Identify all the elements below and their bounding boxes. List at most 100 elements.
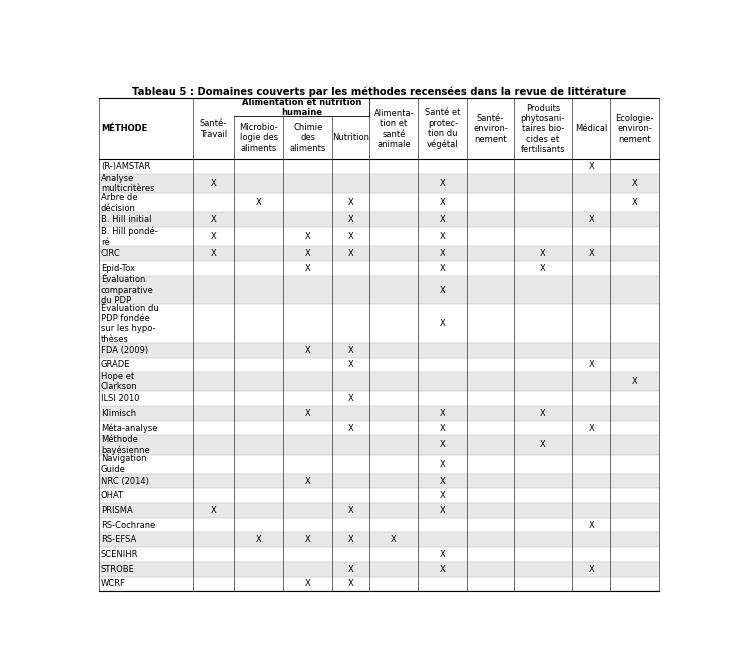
- Bar: [99, 562, 659, 577]
- Text: X: X: [540, 440, 546, 450]
- Bar: [99, 159, 659, 174]
- Bar: [99, 455, 659, 474]
- Text: X: X: [588, 360, 594, 370]
- Text: Médical: Médical: [575, 125, 608, 133]
- Text: X: X: [305, 579, 311, 588]
- Text: Navigation
Guide: Navigation Guide: [101, 454, 147, 474]
- Bar: [99, 212, 659, 227]
- Text: X: X: [305, 232, 311, 241]
- Text: Évaluation du
PDP fondée
sur les hypo-
thèses: Évaluation du PDP fondée sur les hypo- t…: [101, 304, 158, 344]
- Text: X: X: [440, 477, 445, 486]
- Text: X: X: [588, 215, 594, 224]
- Text: X: X: [348, 360, 354, 370]
- Text: X: X: [588, 249, 594, 258]
- Text: X: X: [348, 579, 354, 588]
- Text: Nutrition: Nutrition: [332, 133, 369, 143]
- Text: MÉTHODE: MÉTHODE: [101, 125, 147, 133]
- Text: X: X: [348, 249, 354, 258]
- Text: X: X: [305, 409, 311, 418]
- Bar: [99, 547, 659, 562]
- Text: B. Hill initial: B. Hill initial: [101, 215, 152, 224]
- Text: Santé-
environ-
nement: Santé- environ- nement: [473, 114, 508, 144]
- Text: X: X: [540, 264, 546, 273]
- Text: X: X: [632, 179, 638, 188]
- Text: X: X: [440, 319, 445, 328]
- Text: X: X: [211, 179, 216, 188]
- Text: X: X: [305, 346, 311, 355]
- Text: PRISMA: PRISMA: [101, 506, 132, 515]
- Text: Microbio-
logie des
aliments: Microbio- logie des aliments: [240, 123, 278, 153]
- Bar: [99, 174, 659, 193]
- Text: Produits
phytosani-
taires bio-
cides et
fertilisants: Produits phytosani- taires bio- cides et…: [521, 104, 565, 155]
- Text: X: X: [440, 460, 445, 469]
- Text: X: X: [540, 249, 546, 258]
- Text: X: X: [588, 565, 594, 573]
- Text: Alimentation et nutrition
humaine: Alimentation et nutrition humaine: [242, 98, 362, 117]
- Text: X: X: [305, 477, 311, 486]
- Text: Méthode
bayésienne: Méthode bayésienne: [101, 435, 149, 455]
- Text: X: X: [440, 409, 445, 418]
- Text: X: X: [348, 565, 354, 573]
- Text: X: X: [348, 198, 354, 207]
- Bar: [99, 358, 659, 372]
- Bar: [99, 392, 659, 406]
- Bar: [99, 406, 659, 421]
- Text: Alimenta-
tion et
santé
animale: Alimenta- tion et santé animale: [374, 109, 414, 149]
- Text: CIRC: CIRC: [101, 249, 121, 258]
- Text: X: X: [440, 215, 445, 224]
- Text: X: X: [348, 394, 354, 403]
- Text: Klimisch: Klimisch: [101, 409, 136, 418]
- Text: X: X: [588, 163, 594, 171]
- Text: B. Hill pondé-
ré: B. Hill pondé- ré: [101, 226, 158, 246]
- Bar: [99, 227, 659, 246]
- Text: X: X: [440, 249, 445, 258]
- Text: FDA (2009): FDA (2009): [101, 346, 148, 355]
- Text: (R-)AMSTAR: (R-)AMSTAR: [101, 163, 150, 171]
- Text: X: X: [440, 506, 445, 515]
- Text: Santé-
Travail: Santé- Travail: [200, 119, 227, 139]
- Text: X: X: [540, 409, 546, 418]
- Bar: [99, 518, 659, 533]
- Text: X: X: [440, 264, 445, 273]
- Bar: [99, 261, 659, 276]
- Bar: [99, 343, 659, 358]
- Text: X: X: [440, 565, 445, 573]
- Text: X: X: [440, 179, 445, 188]
- Text: STROBE: STROBE: [101, 565, 135, 573]
- Text: Hope et
Clarkson: Hope et Clarkson: [101, 372, 138, 392]
- Text: Chimie
des
aliments: Chimie des aliments: [289, 123, 326, 153]
- Bar: [99, 436, 659, 455]
- Text: X: X: [348, 346, 354, 355]
- Text: X: X: [348, 215, 354, 224]
- Bar: [99, 372, 659, 392]
- Text: X: X: [588, 521, 594, 529]
- Text: X: X: [440, 232, 445, 241]
- Text: X: X: [211, 249, 216, 258]
- Text: X: X: [256, 535, 262, 544]
- Text: X: X: [211, 506, 216, 515]
- Text: OHAT: OHAT: [101, 492, 124, 500]
- Text: Tableau 5 : Domaines couverts par les méthodes recensées dans la revue de littér: Tableau 5 : Domaines couverts par les mé…: [132, 86, 626, 97]
- Text: X: X: [632, 198, 638, 207]
- Text: SCENIHR: SCENIHR: [101, 550, 138, 559]
- Text: Santé et
protec-
tion du
végétal: Santé et protec- tion du végétal: [425, 109, 460, 149]
- Text: RS-Cochrane: RS-Cochrane: [101, 521, 155, 529]
- Text: Arbre de
décision: Arbre de décision: [101, 193, 138, 212]
- Text: X: X: [305, 264, 311, 273]
- Text: X: X: [440, 424, 445, 432]
- Bar: [99, 193, 659, 212]
- Bar: [99, 533, 659, 547]
- Text: X: X: [348, 506, 354, 515]
- Text: X: X: [305, 535, 311, 544]
- Text: X: X: [348, 535, 354, 544]
- Bar: [99, 304, 659, 343]
- Text: GRADE: GRADE: [101, 360, 130, 370]
- Text: Évaluation
comparative
du PDP: Évaluation comparative du PDP: [101, 275, 154, 305]
- Text: Ecologie-
environ-
nement: Ecologie- environ- nement: [616, 114, 654, 144]
- Text: X: X: [588, 424, 594, 432]
- Text: Méta-analyse: Méta-analyse: [101, 424, 158, 433]
- Text: X: X: [632, 377, 638, 386]
- Text: X: X: [348, 424, 354, 432]
- Text: Epid-Tox: Epid-Tox: [101, 264, 135, 273]
- Text: X: X: [440, 440, 445, 450]
